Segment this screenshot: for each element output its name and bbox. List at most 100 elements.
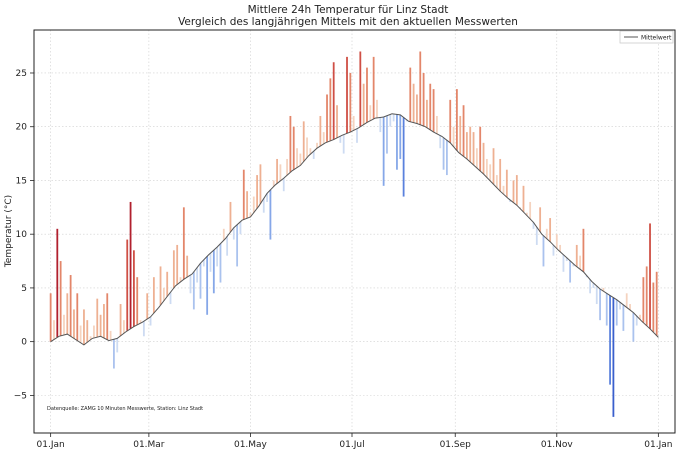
measurement-bar — [475, 148, 478, 168]
measurement-bar — [272, 180, 275, 187]
measurement-bar — [56, 228, 59, 338]
measurement-bar — [79, 325, 82, 343]
measurement-bar — [252, 196, 255, 213]
measurement-bar — [572, 263, 575, 267]
measurement-bar — [489, 164, 492, 181]
measurement-bar — [276, 158, 278, 184]
measurement-bar — [582, 228, 585, 272]
measurement-bar — [326, 94, 328, 143]
measurement-bar — [332, 62, 335, 140]
measurement-bar — [532, 222, 535, 229]
measurement-bar — [312, 151, 315, 159]
measurement-bar — [83, 309, 85, 345]
measurement-bar — [186, 255, 189, 278]
measurement-bar — [412, 83, 415, 123]
measurement-bar — [422, 72, 425, 127]
measurement-bar — [432, 89, 435, 133]
measurement-bar — [249, 212, 252, 217]
measurement-bar — [396, 114, 398, 170]
x-axis: 01.Jan 01.Mar 01.May 01.Jul 01.Sep 01.Nov 01.J… — [37, 433, 672, 450]
measurement-bar — [442, 137, 445, 170]
measurement-bar — [123, 320, 125, 334]
measurement-bar — [319, 115, 322, 147]
measurement-bar — [502, 185, 505, 195]
measurement-bar — [429, 83, 432, 130]
measurement-bar — [416, 94, 418, 124]
y-axis-label: Temperatur (°C) — [4, 195, 14, 268]
measurement-bar — [73, 309, 75, 339]
measurement-bar — [119, 304, 122, 336]
y-tick-label: −5 — [14, 391, 27, 401]
mean-line — [50, 113, 659, 346]
measurement-bar — [126, 239, 129, 331]
measurement-bar — [226, 236, 229, 256]
x-tick-label: 01.Nov — [541, 440, 574, 450]
y-tick-label: 0 — [21, 338, 27, 348]
measurement-bar — [152, 277, 155, 314]
measurement-bar — [579, 255, 581, 270]
measurement-bar — [555, 234, 558, 249]
measurement-bar — [509, 200, 512, 202]
y-axis: −5 0 5 10 15 20 25 — [14, 69, 34, 401]
measurement-bar — [426, 99, 428, 128]
measurement-bar — [446, 140, 448, 176]
measurement-bar — [419, 51, 422, 125]
measurement-bar — [462, 105, 465, 157]
measurement-bar — [389, 114, 392, 127]
measurement-bar — [286, 158, 288, 176]
measurement-bar — [192, 271, 195, 310]
measurement-bar — [336, 105, 338, 138]
measurement-bar — [259, 164, 262, 204]
measurement-bar — [515, 175, 518, 206]
measurement-bar — [652, 282, 655, 333]
measurement-bar — [492, 148, 495, 185]
measurement-bar — [522, 185, 525, 213]
measurement-bar — [635, 316, 638, 326]
y-tick-label: 20 — [16, 123, 28, 133]
measurement-bar — [299, 153, 302, 166]
measurement-bar — [209, 253, 212, 272]
measurement-bar — [176, 244, 179, 285]
y-tick-label: 10 — [16, 230, 28, 240]
measurement-bar — [146, 293, 149, 320]
measurement-bar — [356, 128, 358, 143]
measurement-bar — [136, 277, 139, 325]
measurement-bar — [289, 115, 292, 173]
measurement-bar — [589, 279, 591, 294]
measurement-bar — [402, 117, 405, 197]
measurement-bar — [322, 132, 325, 144]
measurement-bar — [196, 267, 199, 283]
chart-subtitle: Vergleich des langjährigen Mittels mit d… — [178, 16, 518, 28]
measurement-bar — [93, 325, 95, 338]
measurement-bar — [256, 175, 259, 209]
measurement-bar — [109, 330, 112, 341]
source-note: Datenquelle: ZAMG 10 Minuten Messwerte, … — [47, 406, 203, 412]
measurement-bar — [439, 135, 442, 149]
grid — [34, 30, 675, 433]
plot-frame — [33, 29, 676, 434]
x-tick-label: 01.Sep — [440, 440, 472, 450]
measurement-bar — [169, 292, 172, 305]
measurement-bar — [406, 120, 408, 122]
measurement-bar — [595, 285, 598, 305]
y-tick-label: 25 — [16, 69, 27, 79]
measurement-bar — [162, 287, 165, 301]
x-tick-label: 01.Mar — [133, 440, 165, 450]
measurement-bar — [142, 321, 145, 337]
measurement-bar — [149, 316, 152, 326]
measurement-bar — [366, 67, 368, 123]
measurement-bar — [166, 271, 169, 297]
measurement-bar — [139, 320, 142, 324]
measurement-bar — [182, 207, 185, 280]
measurement-bar — [649, 223, 651, 329]
measurement-bar — [86, 320, 89, 343]
measurement-bar — [499, 158, 502, 192]
x-tick-label: 01.Jan — [644, 440, 672, 450]
measurement-bar — [549, 218, 552, 242]
measurement-bar — [545, 228, 548, 239]
measurement-bar — [472, 132, 475, 165]
x-tick-label: 01.Jul — [339, 440, 364, 450]
measurement-bar — [239, 221, 242, 235]
measurement-bar — [599, 288, 601, 321]
